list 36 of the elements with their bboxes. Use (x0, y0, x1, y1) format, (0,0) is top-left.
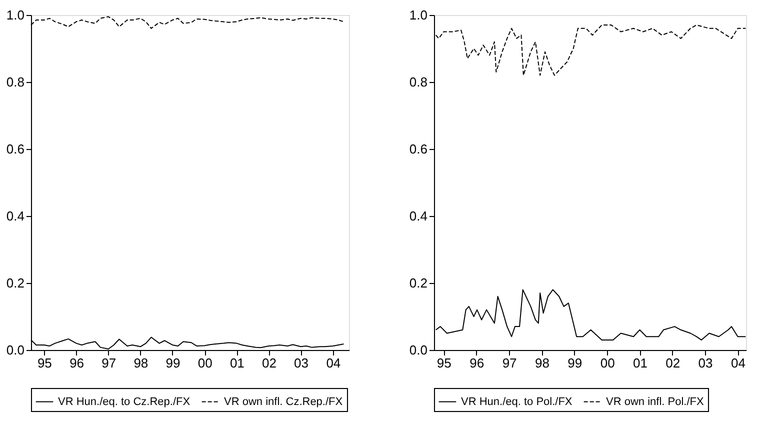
legend-label: VR own infl. Cz.Rep./FX (224, 396, 344, 408)
x-tick-label: 02 (666, 356, 680, 370)
x-tick-label: 95 (436, 356, 452, 370)
y-tick-label: 1.0 (6, 8, 24, 22)
x-tick-label: 99 (166, 356, 180, 370)
y-tick-label: 0.8 (6, 74, 24, 90)
x-tick-label: 01 (230, 356, 244, 370)
x-tick-label: 00 (198, 356, 212, 370)
y-tick-label: 0.2 (6, 276, 24, 290)
legend-label: VR Hun./eq. to Cz.Rep./FX (58, 396, 191, 408)
y-tick-label: 0.2 (409, 276, 428, 290)
x-tick-label: 04 (731, 356, 746, 370)
x-tick-label: 00 (600, 356, 615, 370)
x-tick-label: 01 (633, 356, 648, 370)
y-tick-label: 0.0 (409, 342, 428, 358)
y-tick-label: 0.0 (6, 342, 24, 358)
y-tick-label: 0.4 (6, 208, 24, 224)
x-tick-label: 95 (37, 356, 52, 370)
x-tick-label: 03 (698, 356, 713, 370)
x-tick-label: 97 (502, 356, 517, 370)
x-tick-label: 97 (102, 356, 116, 370)
y-tick-label: 0.4 (409, 208, 428, 224)
legend-label: VR own infl. Pol./FX (606, 396, 704, 408)
x-tick-label: 03 (294, 356, 309, 370)
legend-label: VR Hun./eq. to Pol./FX (461, 396, 573, 408)
x-tick-label: 04 (326, 356, 341, 370)
x-tick-label: 02 (262, 356, 276, 370)
x-tick-label: 99 (568, 356, 582, 370)
y-tick-label: 1.0 (409, 8, 428, 22)
x-tick-label: 98 (534, 356, 550, 370)
x-tick-label: 96 (470, 356, 484, 370)
x-tick-label: 96 (70, 356, 84, 370)
y-tick-label: 0.6 (6, 142, 24, 156)
x-tick-label: 98 (134, 356, 148, 370)
y-tick-label: 0.6 (409, 142, 428, 156)
y-tick-label: 0.8 (409, 74, 428, 90)
